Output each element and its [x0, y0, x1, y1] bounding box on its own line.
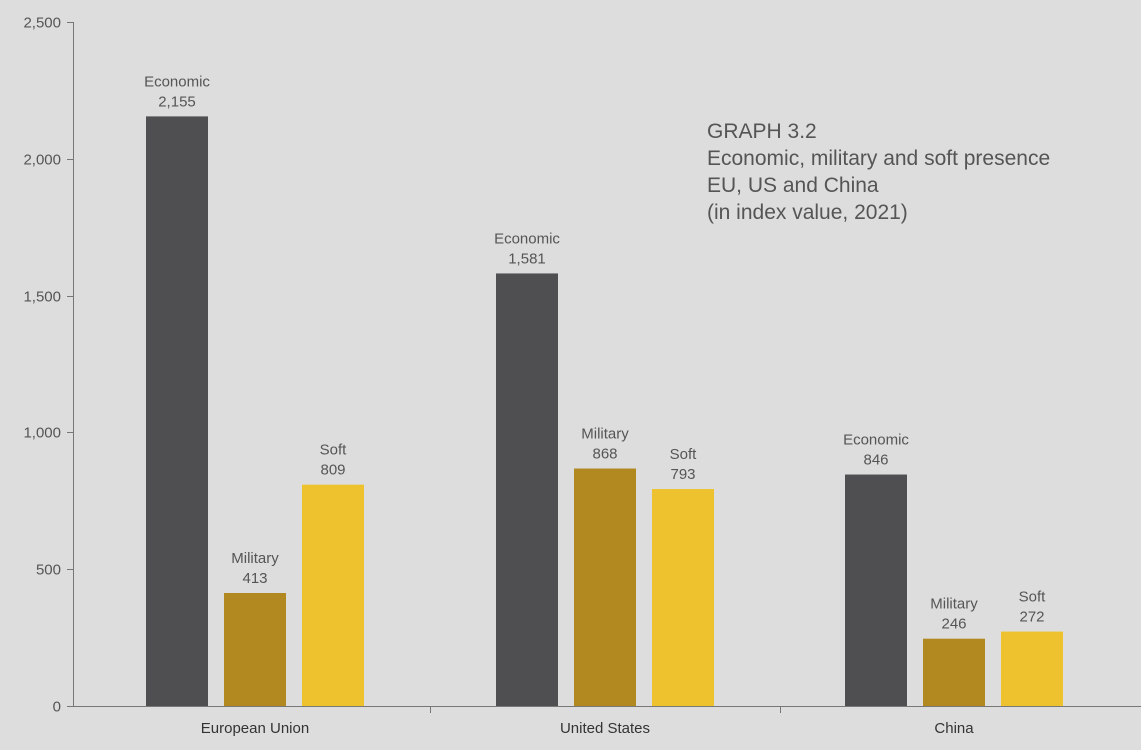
bar-value-label: 846 — [863, 452, 888, 469]
title-line-4: (in index value, 2021) — [707, 201, 908, 224]
y-tick-label: 2,000 — [23, 152, 61, 169]
title-line-3: EU, US and China — [707, 174, 879, 197]
bar-military — [224, 593, 286, 706]
bar-soft — [302, 484, 364, 706]
bar-value-label: 272 — [1019, 609, 1044, 626]
bar-value-label: 793 — [670, 466, 695, 483]
bar-labels: Economic 2,155 Economic 1,581 Economic 846 Mil… — [144, 73, 1046, 632]
axes: 0 500 1,000 1,500 2,000 2,500 European Union Un… — [23, 15, 1141, 737]
bars — [146, 116, 1063, 707]
bar-series-label: Military — [581, 426, 629, 443]
bar-series-label: Economic — [144, 73, 210, 90]
bar-series-label: Soft — [670, 446, 698, 463]
x-category-label: European Union — [201, 720, 309, 737]
bar-economic — [845, 474, 907, 706]
bar-value-label: 246 — [941, 616, 966, 633]
bar-soft — [652, 489, 714, 706]
bar-series-label: Military — [930, 596, 978, 613]
bar-value-label: 2,155 — [158, 93, 196, 110]
bar-series-label: Economic — [494, 230, 560, 247]
bar-series-label: Economic — [843, 432, 909, 449]
bar-military — [923, 638, 985, 706]
x-category-label: China — [934, 720, 974, 737]
bar-value-label: 413 — [242, 570, 267, 587]
bar-series-label: Military — [231, 550, 279, 567]
bar-value-label: 809 — [320, 462, 345, 479]
bar-series-label: Soft — [1019, 589, 1047, 606]
y-tick-label: 1,500 — [23, 289, 61, 306]
y-tick-label: 1,000 — [23, 425, 61, 442]
y-tick-label: 500 — [36, 562, 61, 579]
bar-economic — [496, 273, 558, 706]
bar-series-label: Soft — [320, 442, 348, 459]
y-tick-label: 0 — [53, 699, 61, 716]
bar-soft — [1001, 631, 1063, 706]
y-tick-label: 2,500 — [23, 15, 61, 32]
bar-economic — [146, 116, 208, 707]
bar-value-label: 1,581 — [508, 250, 546, 267]
title-line-2: Economic, military and soft presence — [707, 147, 1051, 170]
title-line-1: GRAPH 3.2 — [707, 120, 817, 143]
x-category-label: United States — [560, 720, 650, 737]
bar-military — [574, 468, 636, 706]
bar-value-label: 868 — [592, 446, 617, 463]
